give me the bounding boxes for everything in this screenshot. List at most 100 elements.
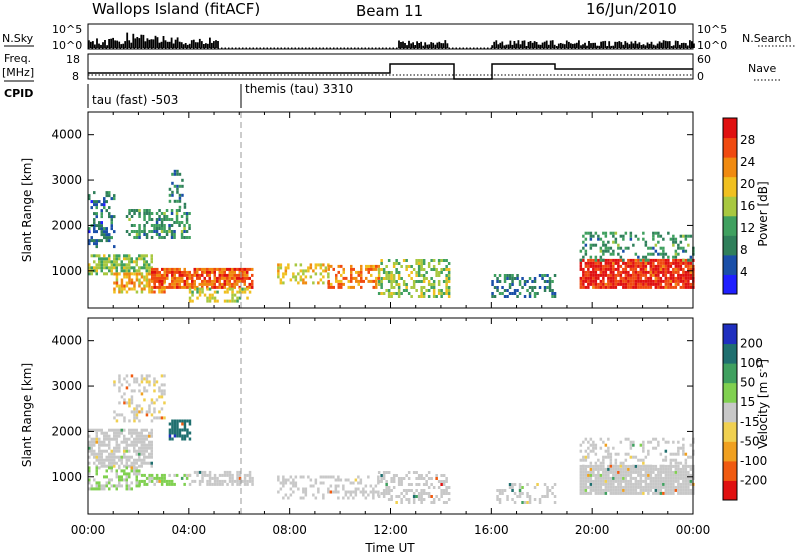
heatmap-cell [238, 279, 241, 283]
heatmap-cell [602, 282, 605, 286]
heatmap-cell [243, 267, 246, 271]
heatmap-cell [415, 259, 418, 262]
heatmap-cell [173, 285, 176, 289]
heatmap-cell [243, 279, 246, 283]
heatmap-cell [582, 455, 585, 459]
heatmap-cell [110, 272, 113, 276]
heatmap-cell [674, 252, 678, 256]
heatmap-cell [395, 283, 398, 286]
heatmap-cell [508, 483, 512, 486]
heatmap-cell [622, 476, 625, 480]
heatmap-cell [115, 272, 119, 276]
heatmap-cell [110, 469, 113, 473]
heatmap-cell [100, 215, 103, 219]
heatmap-cell [173, 199, 177, 203]
heatmap-cell [100, 227, 103, 231]
heatmap-cell [405, 286, 408, 289]
heatmap-cell [377, 264, 380, 268]
heatmap-cell [186, 276, 189, 280]
heatmap-cell [624, 267, 628, 271]
heatmap-cell [138, 227, 141, 230]
heatmap-cell [140, 449, 143, 453]
heatmap-cell [546, 495, 549, 498]
heatmap-cell [130, 230, 134, 233]
heatmap-cell [145, 266, 148, 270]
heatmap-cell [153, 276, 156, 280]
colorbar-swatch [723, 157, 737, 178]
heatmap-cell [103, 464, 106, 468]
heatmap-cell [619, 488, 623, 492]
heatmap-cell [176, 199, 179, 203]
heatmap-cell [412, 268, 416, 271]
heatmap-cell [397, 495, 401, 498]
heatmap-cell [503, 277, 507, 280]
heatmap-cell [201, 267, 204, 271]
heatmap-cell [612, 470, 615, 474]
heatmap-cell [352, 267, 355, 271]
nsky-bar [194, 42, 197, 48]
heatmap-cell [223, 282, 226, 286]
heatmap-cell [143, 398, 146, 402]
heatmap-cell [241, 479, 244, 483]
nsky-bar [580, 45, 582, 48]
heatmap-cell [377, 276, 380, 280]
heatmap-cell [654, 273, 658, 277]
heatmap-cell [243, 287, 247, 291]
heatmap-cell [647, 261, 650, 265]
heatmap-cell [584, 467, 588, 471]
heatmap-cell [599, 261, 603, 265]
heatmap-cell [422, 295, 426, 298]
heatmap-cell [400, 477, 403, 480]
heatmap-cell [133, 209, 136, 212]
heatmap-cell [682, 261, 685, 265]
heatmap-cell [672, 270, 675, 274]
heatmap-cell [170, 482, 174, 486]
heatmap-cell [125, 437, 128, 441]
heatmap-cell [113, 446, 116, 450]
heatmap-cell [582, 267, 585, 271]
heatmap-cell [151, 270, 154, 274]
heatmap-cell [607, 437, 610, 441]
heatmap-cell [145, 221, 149, 224]
heatmap-cell [302, 269, 305, 273]
heatmap-cell [548, 289, 552, 292]
nsky-bar [108, 39, 110, 48]
heatmap-cell [123, 272, 126, 276]
heatmap-cell [198, 267, 201, 271]
heatmap-cell [689, 276, 693, 280]
heatmap-cell [659, 488, 663, 492]
heatmap-cell [340, 282, 343, 286]
heatmap-cell [420, 289, 423, 292]
heatmap-cell [599, 485, 603, 489]
heatmap-cell [602, 464, 605, 468]
heatmap-cell [402, 495, 406, 498]
heatmap-cell [447, 492, 451, 495]
heatmap-cell [196, 273, 199, 277]
heatmap-cell [689, 255, 693, 259]
heatmap-cell [120, 395, 124, 399]
heatmap-cell [582, 255, 585, 259]
heatmap-cell [145, 281, 149, 285]
heatmap-cell [329, 490, 333, 494]
heatmap-cell [93, 428, 96, 432]
heatmap-cell [158, 218, 161, 221]
heatmap-cell [223, 479, 227, 483]
heatmap-cell [105, 200, 108, 204]
heatmap-cell [216, 267, 219, 271]
heatmap-cell [412, 501, 416, 504]
heatmap-cell [587, 261, 590, 265]
heatmap-cell [627, 285, 630, 289]
heatmap-cell [160, 407, 164, 411]
heatmap-cell [181, 422, 184, 426]
heatmap-cell [602, 252, 605, 256]
heatmap-cell [498, 280, 502, 283]
heatmap-cell [118, 475, 121, 479]
heatmap-cell [241, 270, 244, 274]
heatmap-cell [637, 261, 640, 265]
heatmap-cell [367, 279, 370, 283]
heatmap-cell [657, 279, 660, 283]
heatmap-cell [103, 431, 106, 435]
heatmap-cell [125, 380, 129, 384]
heatmap-cell [629, 285, 633, 289]
heatmap-cell [632, 485, 635, 489]
